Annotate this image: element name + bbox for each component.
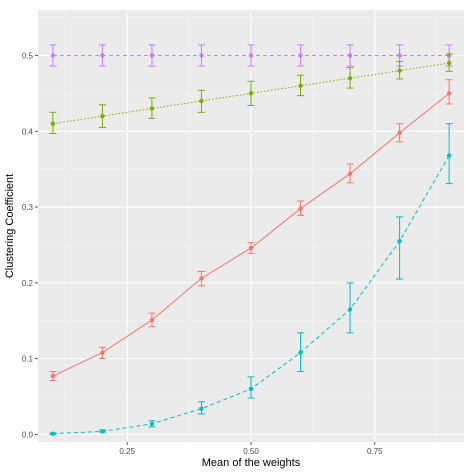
- series-2-point: [347, 76, 353, 81]
- data-layer: [49, 44, 453, 436]
- series-1-point: [199, 53, 204, 58]
- series-3-point: [248, 245, 254, 251]
- series-1-point: [397, 53, 402, 58]
- y-tick-label: 0.5: [22, 51, 34, 60]
- series-4-point: [298, 350, 303, 355]
- series-4-point: [199, 406, 204, 411]
- series-2-point: [298, 83, 303, 88]
- series-4-point: [397, 238, 402, 244]
- y-tick-label: 0.2: [22, 279, 34, 288]
- x-tick-label: 0.25: [119, 447, 135, 456]
- x-axis-title: Mean of the weights: [202, 457, 301, 469]
- series-3-point: [347, 171, 353, 176]
- series-2-point: [199, 98, 204, 104]
- series-1-point: [298, 53, 303, 58]
- series-2-point: [446, 60, 452, 66]
- series-3-point: [100, 350, 105, 355]
- series-1-point: [50, 53, 56, 58]
- grid-lines: [38, 10, 464, 442]
- series-2-point: [149, 106, 155, 111]
- series-1-point: [347, 53, 353, 58]
- series-4-point: [100, 429, 105, 434]
- series-1-point: [100, 53, 105, 58]
- series-4-point: [446, 153, 452, 158]
- series-2-point: [50, 121, 56, 126]
- series-4-point: [149, 421, 155, 427]
- y-tick-label: 0.0: [22, 430, 34, 439]
- series-2-point: [100, 113, 105, 119]
- series-2-point: [248, 91, 254, 96]
- series-3-point: [149, 317, 155, 323]
- series-4-point: [347, 307, 353, 312]
- y-axis-title: Clustering Coefficient: [4, 174, 16, 278]
- series-3-point: [50, 373, 56, 379]
- y-tick-label: 0.3: [22, 203, 34, 212]
- y-tick-label: 0.4: [22, 127, 34, 136]
- y-tick-label: 0.1: [22, 355, 34, 364]
- x-tick-label: 0.50: [243, 447, 259, 456]
- series-3-point: [298, 206, 303, 211]
- series-3-point: [397, 130, 402, 135]
- series-1-point: [149, 53, 155, 58]
- series-2-point: [397, 68, 402, 73]
- series-3-point: [199, 276, 204, 281]
- series-1-point: [248, 53, 254, 58]
- axis-layer: 0.25 0.50 0.75 0.0 0.1 0.2 0.3 0.4 0.5: [22, 51, 383, 456]
- series-4-point: [50, 431, 56, 436]
- series-3-point: [446, 91, 452, 96]
- series-4-point: [248, 386, 254, 392]
- x-tick-label: 0.75: [367, 447, 383, 456]
